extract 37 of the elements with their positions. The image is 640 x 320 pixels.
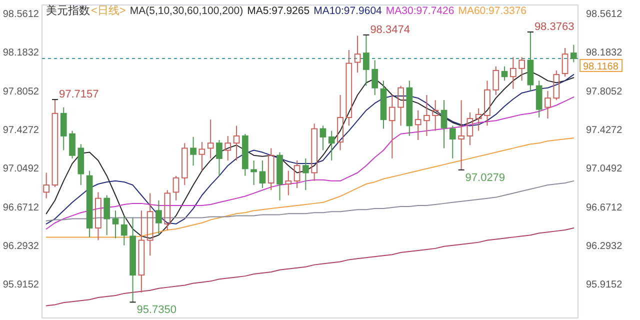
y-tick-label: 98.1832 bbox=[2, 48, 40, 59]
legend-title: MA(5,10,30,60,100,200) bbox=[130, 5, 244, 17]
y2-tick-label: 98.5612 bbox=[586, 9, 623, 20]
y-tick-label: 97.0492 bbox=[2, 164, 40, 175]
y2-tick-label: 97.0492 bbox=[586, 164, 623, 175]
y2-tick-label: 95.9152 bbox=[586, 280, 623, 291]
note: 97.7157 bbox=[51, 88, 99, 101]
y-tick-label: 96.2932 bbox=[2, 241, 40, 252]
y2-tick-label: 96.2932 bbox=[586, 241, 623, 252]
text: MA10:97.9604 bbox=[314, 5, 382, 17]
note: 95.7350 bbox=[129, 302, 177, 316]
chart-title: 美元指数 bbox=[46, 4, 90, 17]
text: MA5:97.9265 bbox=[247, 5, 310, 17]
y2-tick-label: 97.4272 bbox=[586, 125, 623, 136]
annotation: 95.7350 bbox=[136, 304, 177, 316]
y-tick-label: 97.8052 bbox=[2, 86, 40, 98]
y2-tick-label: 97.8052 bbox=[586, 86, 623, 98]
note: 98.3474 bbox=[362, 24, 410, 36]
y2-tick-label: 96.6712 bbox=[586, 202, 623, 214]
line-series bbox=[46, 137, 574, 238]
annotation: 98.3763 bbox=[534, 20, 574, 33]
y-tick-label: 96.6712 bbox=[2, 202, 40, 214]
chart-subtitle: <日线> bbox=[91, 4, 126, 17]
ref-line-label: 98.1168 bbox=[583, 62, 619, 73]
line-series bbox=[46, 227, 574, 306]
text: MA30:97.7426 bbox=[386, 5, 454, 17]
note: 97.0279 bbox=[458, 169, 506, 184]
y-tick-label: 95.9152 bbox=[2, 280, 40, 291]
annotation: 98.3474 bbox=[370, 24, 410, 36]
y2-tick-label: 98.1832 bbox=[586, 48, 623, 59]
y-tick-label: 98.5612 bbox=[2, 9, 40, 20]
y-tick-label: 97.4272 bbox=[2, 125, 40, 136]
text: MA60:97.3376 bbox=[458, 5, 527, 17]
line-series bbox=[46, 96, 574, 230]
annotation: 97.7157 bbox=[58, 88, 99, 101]
annotation: 97.0279 bbox=[465, 172, 506, 184]
note: 98.3763 bbox=[526, 20, 574, 33]
